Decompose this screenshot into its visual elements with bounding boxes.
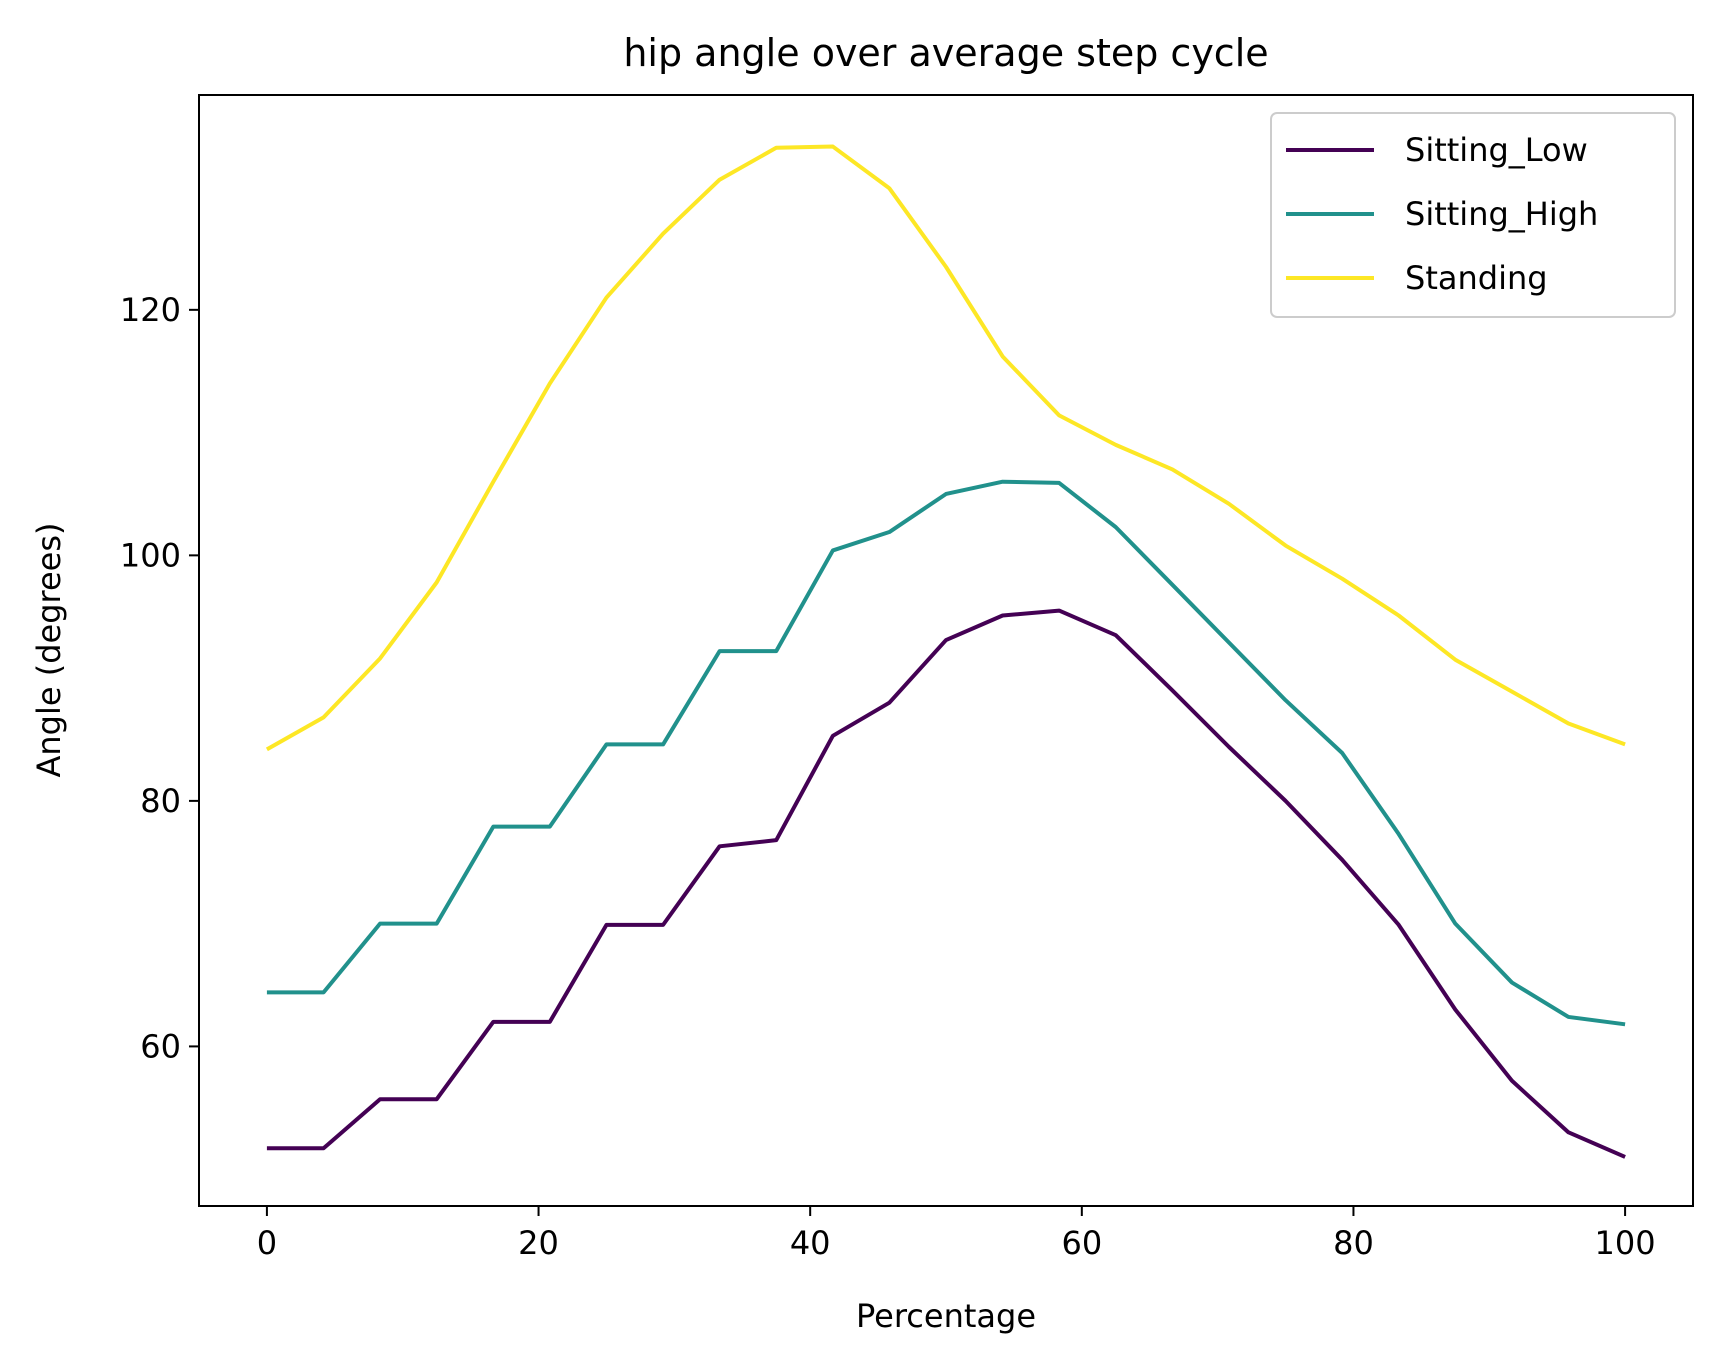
- x-tick-label: 20: [518, 1224, 559, 1262]
- legend-label-sitting-low: Sitting_Low: [1405, 131, 1588, 169]
- legend-label-standing: Standing: [1405, 259, 1548, 297]
- plot-area-frame: [198, 94, 1694, 1207]
- chart-title: hip angle over average step cycle: [623, 31, 1268, 75]
- legend-frame: [1270, 112, 1676, 318]
- x-axis-label: Percentage: [856, 1297, 1036, 1335]
- x-tick-label: 100: [1595, 1224, 1656, 1262]
- y-tick-label: 100: [120, 536, 181, 574]
- y-tick-label: 80: [140, 782, 181, 820]
- series-line-standing: [265, 144, 1626, 752]
- series-line-sitting-low: [266, 608, 1626, 1159]
- y-axis-ticks: 60 80 100 120: [120, 291, 199, 1065]
- y-tick-label: 60: [140, 1027, 181, 1065]
- legend-label-sitting-high: Sitting_High: [1405, 195, 1598, 233]
- x-tick-label: 40: [790, 1224, 831, 1262]
- x-axis-ticks: 0 20 40 60 80 100: [257, 1206, 1656, 1262]
- legend: Sitting_Low Sitting_High Standing: [1270, 112, 1676, 318]
- x-tick-label: 80: [1333, 1224, 1374, 1262]
- y-tick-label: 120: [120, 291, 181, 329]
- series-layer: [265, 144, 1626, 1159]
- x-tick-label: 0: [257, 1224, 277, 1262]
- y-axis-label: Angle (degrees): [30, 522, 68, 777]
- series-line-sitting-high: [266, 479, 1626, 1027]
- x-tick-label: 60: [1061, 1224, 1102, 1262]
